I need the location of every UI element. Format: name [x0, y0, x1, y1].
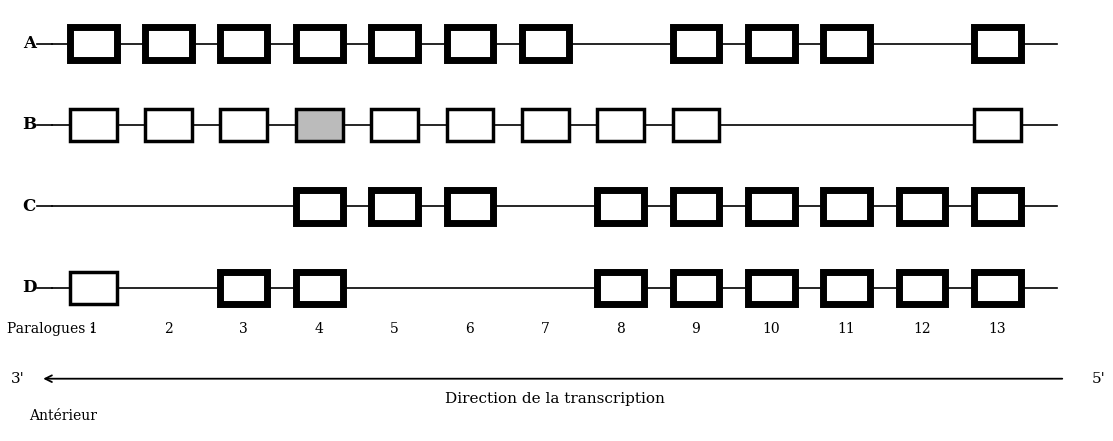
- Text: D: D: [22, 279, 37, 296]
- Bar: [974, 27, 1021, 60]
- Text: C: C: [22, 198, 36, 215]
- Bar: [824, 272, 870, 304]
- Bar: [296, 27, 343, 60]
- Text: 9: 9: [691, 321, 700, 336]
- Text: Antérieur: Antérieur: [29, 409, 97, 423]
- Text: 1: 1: [89, 321, 98, 336]
- Bar: [672, 190, 719, 223]
- Bar: [70, 108, 117, 141]
- Bar: [598, 190, 644, 223]
- Bar: [446, 108, 493, 141]
- Text: 3: 3: [239, 321, 248, 336]
- Bar: [748, 272, 795, 304]
- Bar: [446, 27, 493, 60]
- Bar: [824, 190, 870, 223]
- Text: 3': 3': [11, 372, 24, 386]
- Text: 4: 4: [315, 321, 324, 336]
- Bar: [371, 27, 417, 60]
- Bar: [220, 272, 267, 304]
- Bar: [145, 108, 191, 141]
- Text: 12: 12: [913, 321, 930, 336]
- Bar: [220, 108, 267, 141]
- Bar: [672, 27, 719, 60]
- Bar: [371, 108, 417, 141]
- Bar: [145, 27, 191, 60]
- Text: 6: 6: [465, 321, 474, 336]
- Bar: [296, 272, 343, 304]
- Text: 7: 7: [541, 321, 550, 336]
- Bar: [70, 272, 117, 304]
- Bar: [296, 190, 343, 223]
- Bar: [296, 108, 343, 141]
- Bar: [824, 27, 870, 60]
- Bar: [974, 190, 1021, 223]
- Text: Paralogues :: Paralogues :: [7, 321, 93, 336]
- Bar: [446, 190, 493, 223]
- Bar: [522, 108, 569, 141]
- Bar: [522, 27, 569, 60]
- Bar: [70, 27, 117, 60]
- Bar: [598, 272, 644, 304]
- Bar: [371, 190, 417, 223]
- Bar: [748, 190, 795, 223]
- Text: 13: 13: [988, 321, 1006, 336]
- Bar: [220, 27, 267, 60]
- Text: 10: 10: [762, 321, 780, 336]
- Text: 11: 11: [838, 321, 856, 336]
- Bar: [898, 272, 945, 304]
- Bar: [598, 108, 644, 141]
- Text: 5: 5: [391, 321, 398, 336]
- Bar: [672, 108, 719, 141]
- Text: B: B: [22, 116, 37, 134]
- Text: 2: 2: [164, 321, 173, 336]
- Bar: [672, 272, 719, 304]
- Bar: [974, 108, 1021, 141]
- Bar: [748, 27, 795, 60]
- Bar: [898, 190, 945, 223]
- Bar: [974, 272, 1021, 304]
- Text: A: A: [22, 35, 36, 52]
- Text: 8: 8: [617, 321, 624, 336]
- Text: Direction de la transcription: Direction de la transcription: [445, 392, 664, 406]
- Text: 5': 5': [1092, 372, 1106, 386]
